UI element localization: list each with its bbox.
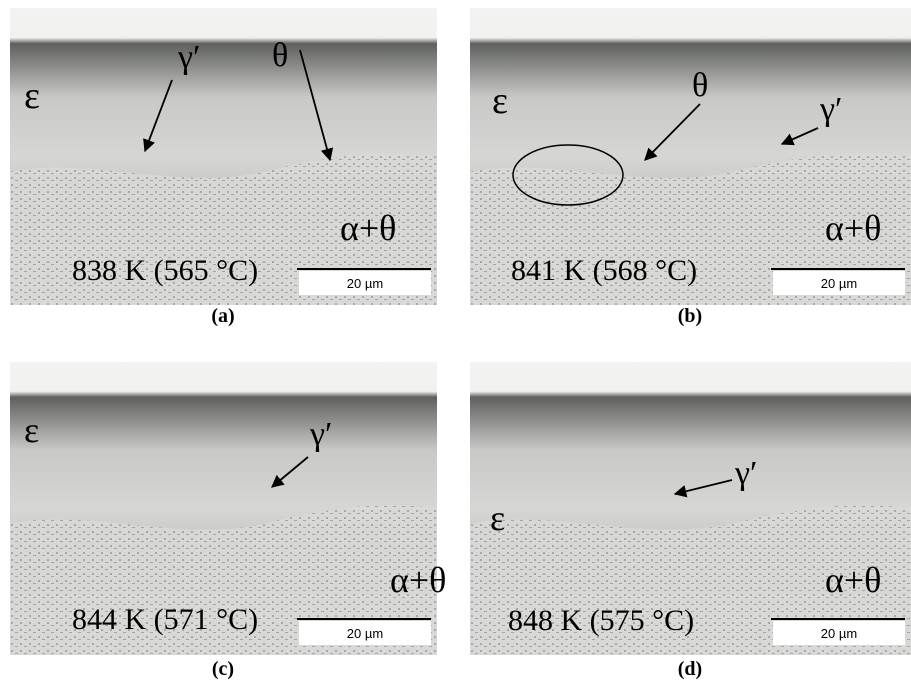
scale-text: 20 µm	[821, 276, 857, 291]
micrograph-panel: ε γ′ θ α+θ 838 K (565 °C) 20 µm	[10, 8, 437, 305]
micrograph-panel: ε γ′ α+θ 844 K (571 °C) 20 µm	[10, 362, 446, 655]
phase-label: γ′	[309, 416, 332, 453]
phase-label: γ′	[177, 39, 200, 76]
micrograph-panel: ε θ γ′ α+θ 841 K (568 °C) 20 µm	[470, 8, 911, 305]
phase-label: ε	[492, 80, 508, 122]
panel-caption: (c)	[212, 658, 234, 680]
phase-label: α+θ	[825, 208, 881, 248]
figure: ε γ′ θ α+θ 838 K (565 °C) 20 µm (a) ε θ γ′ α+θ 841 …	[0, 0, 911, 685]
panel-caption: (d)	[678, 658, 702, 680]
phase-label: α+θ	[825, 560, 881, 600]
phase-label: ε	[24, 410, 39, 450]
phase-label: α+θ	[340, 208, 396, 248]
scale-text: 20 µm	[347, 276, 383, 291]
panel-caption: (b)	[678, 305, 702, 327]
phase-label: θ	[692, 67, 708, 104]
panel-caption: (a)	[211, 305, 234, 327]
scale-text: 20 µm	[347, 626, 383, 641]
phase-label: γ′	[734, 455, 757, 492]
phase-label: γ′	[819, 91, 842, 128]
phase-label: ε	[490, 498, 505, 538]
temperature-label: 841 K (568 °C)	[511, 254, 697, 287]
page: {"panels": [ {"caption": "(a)", "phases"…	[0, 0, 911, 685]
temperature-label: 844 K (571 °C)	[72, 603, 258, 636]
temperature-label: 838 K (565 °C)	[72, 254, 258, 287]
phase-label: α+θ	[390, 560, 446, 600]
phase-label: ε	[24, 75, 40, 117]
temperature-label: 848 K (575 °C)	[508, 604, 694, 637]
phase-label: θ	[272, 37, 288, 74]
scale-text: 20 µm	[821, 626, 857, 641]
micrograph-panel: γ′ ε α+θ 848 K (575 °C) 20 µm	[470, 362, 911, 655]
